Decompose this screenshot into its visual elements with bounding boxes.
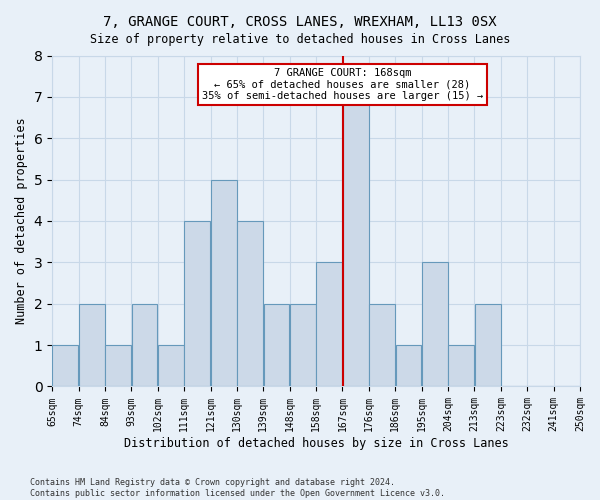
Bar (237, 221, 263, 386)
Bar (343, 97, 368, 386)
Bar (52, 345, 78, 387)
Bar (105, 345, 131, 387)
Bar (448, 345, 474, 387)
Bar (422, 262, 448, 386)
Bar (131, 304, 157, 386)
Bar (290, 304, 316, 386)
Bar (79, 304, 104, 386)
Text: 7 GRANGE COURT: 168sqm
← 65% of detached houses are smaller (28)
35% of semi-det: 7 GRANGE COURT: 168sqm ← 65% of detached… (202, 68, 483, 101)
Bar (316, 262, 342, 386)
X-axis label: Distribution of detached houses by size in Cross Lanes: Distribution of detached houses by size … (124, 437, 508, 450)
Bar (263, 304, 289, 386)
Text: Contains HM Land Registry data © Crown copyright and database right 2024.
Contai: Contains HM Land Registry data © Crown c… (30, 478, 445, 498)
Bar (369, 304, 395, 386)
Bar (475, 304, 500, 386)
Bar (184, 221, 210, 386)
Bar (211, 180, 236, 386)
Y-axis label: Number of detached properties: Number of detached properties (15, 118, 28, 324)
Text: Size of property relative to detached houses in Cross Lanes: Size of property relative to detached ho… (90, 32, 510, 46)
Text: 7, GRANGE COURT, CROSS LANES, WREXHAM, LL13 0SX: 7, GRANGE COURT, CROSS LANES, WREXHAM, L… (103, 15, 497, 29)
Bar (395, 345, 421, 387)
Bar (158, 345, 184, 387)
